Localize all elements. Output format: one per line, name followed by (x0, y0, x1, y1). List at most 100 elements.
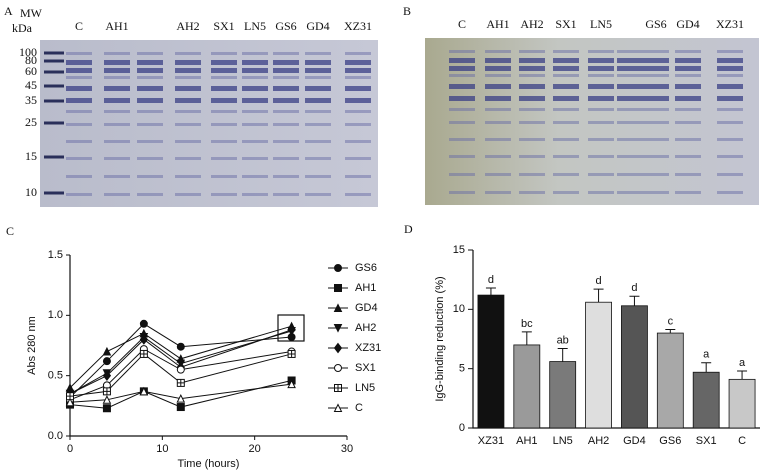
gel-band (273, 60, 299, 65)
gel-band (345, 68, 371, 73)
y-tick-label: 1.0 (48, 309, 63, 321)
gel-band (519, 66, 545, 71)
gel-band (588, 84, 614, 89)
gel-band (242, 140, 268, 143)
gel-band (588, 191, 614, 194)
ladder-band (44, 70, 64, 74)
x-tick-label: AH1 (516, 435, 537, 447)
gel-band (211, 86, 237, 91)
legend-marker (333, 403, 343, 412)
gel-band (485, 155, 511, 158)
gel-band (345, 157, 371, 160)
gel-band (137, 60, 163, 65)
gel-band (553, 191, 579, 194)
gel-band (345, 123, 371, 126)
gel-band (643, 96, 669, 101)
gel-band (643, 121, 669, 124)
gel-band (104, 68, 130, 73)
lane-label: AH2 (176, 19, 199, 33)
gel-band (675, 191, 701, 194)
gel-band (519, 74, 545, 77)
gel-band (717, 121, 743, 124)
y-tick-label: 0.5 (48, 370, 63, 382)
significance-letter: c (668, 315, 674, 327)
error-bar (665, 329, 676, 334)
gel-band (519, 138, 545, 141)
gel-band (643, 191, 669, 194)
gel-band (643, 50, 669, 53)
gel-band (617, 84, 643, 89)
gel-band (617, 66, 643, 71)
gel-band (717, 138, 743, 141)
gel-band (242, 60, 268, 65)
point (176, 365, 185, 374)
lane-label: LN5 (244, 19, 266, 33)
point-cross (103, 387, 111, 395)
gel-band (242, 110, 268, 113)
lane-label: SX1 (555, 17, 576, 31)
lane-label: GD4 (676, 17, 699, 31)
gel-band (485, 108, 511, 111)
gel-band (643, 66, 669, 71)
gel-band (137, 76, 163, 79)
gel-band (242, 193, 268, 196)
gel-band (242, 86, 268, 91)
y-tick-label: 1.5 (48, 249, 63, 261)
significance-letter: d (596, 275, 602, 287)
gel-band (104, 193, 130, 196)
ladder-band (44, 59, 64, 63)
gel-band (273, 157, 299, 160)
gel-band (175, 68, 201, 73)
gel-band (485, 66, 511, 71)
gel-band (104, 123, 130, 126)
gel-band (675, 138, 701, 141)
gel-band (553, 84, 579, 89)
gel-band (485, 138, 511, 141)
x-tick-label: C (738, 435, 746, 447)
gel-band (519, 50, 545, 53)
gel-band (675, 96, 701, 101)
gel-band (137, 193, 163, 196)
gel-band (305, 98, 331, 103)
point-cross (140, 350, 148, 358)
gel-band (242, 123, 268, 126)
point (139, 386, 149, 396)
gel-band (137, 86, 163, 91)
lane-label: XZ31 (716, 17, 744, 31)
gel-band (449, 121, 475, 124)
gel-band (717, 74, 743, 77)
gel-band (175, 157, 201, 160)
significance-letter: bc (521, 318, 533, 330)
ladder-band (44, 155, 64, 159)
point (102, 370, 112, 381)
point-cross (334, 384, 342, 392)
lane-label: XZ31 (344, 19, 372, 33)
point (287, 324, 296, 336)
axis (69, 255, 347, 437)
point (65, 397, 75, 407)
gel-band (675, 50, 701, 53)
gel-band (485, 191, 511, 194)
gel-band (66, 52, 92, 55)
gel-band (519, 173, 545, 176)
gel-band (305, 60, 331, 65)
gel-band (305, 193, 331, 196)
gel-band (485, 74, 511, 77)
gel-band (137, 68, 163, 73)
gel-band (273, 86, 299, 91)
point (176, 403, 185, 412)
gel-band (66, 123, 92, 126)
gel-band (588, 121, 614, 124)
panel-label: A (4, 4, 13, 18)
gel-band (617, 58, 643, 63)
gel-band (519, 108, 545, 111)
x-tick-label: GS6 (659, 435, 681, 447)
gel-band (66, 193, 92, 196)
gel-band (553, 96, 579, 101)
gel-band (588, 74, 614, 77)
x-axis-label: Time (hours) (178, 458, 240, 470)
gel-band (345, 175, 371, 178)
gel-band (305, 52, 331, 55)
gel-band (305, 110, 331, 113)
